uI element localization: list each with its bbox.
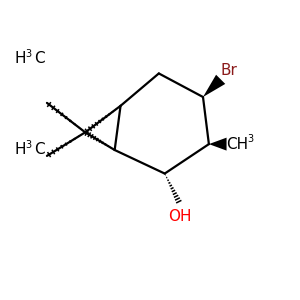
- Text: 3: 3: [248, 134, 254, 144]
- Text: CH: CH: [226, 136, 249, 152]
- Text: OH: OH: [168, 209, 191, 224]
- Polygon shape: [203, 75, 225, 97]
- Text: 3: 3: [25, 140, 31, 150]
- Polygon shape: [209, 138, 226, 151]
- Text: H: H: [15, 51, 26, 66]
- Text: H: H: [15, 142, 26, 158]
- Text: C: C: [34, 51, 44, 66]
- Text: Br: Br: [221, 63, 238, 78]
- Text: 3: 3: [25, 49, 31, 59]
- Text: C: C: [34, 142, 44, 158]
